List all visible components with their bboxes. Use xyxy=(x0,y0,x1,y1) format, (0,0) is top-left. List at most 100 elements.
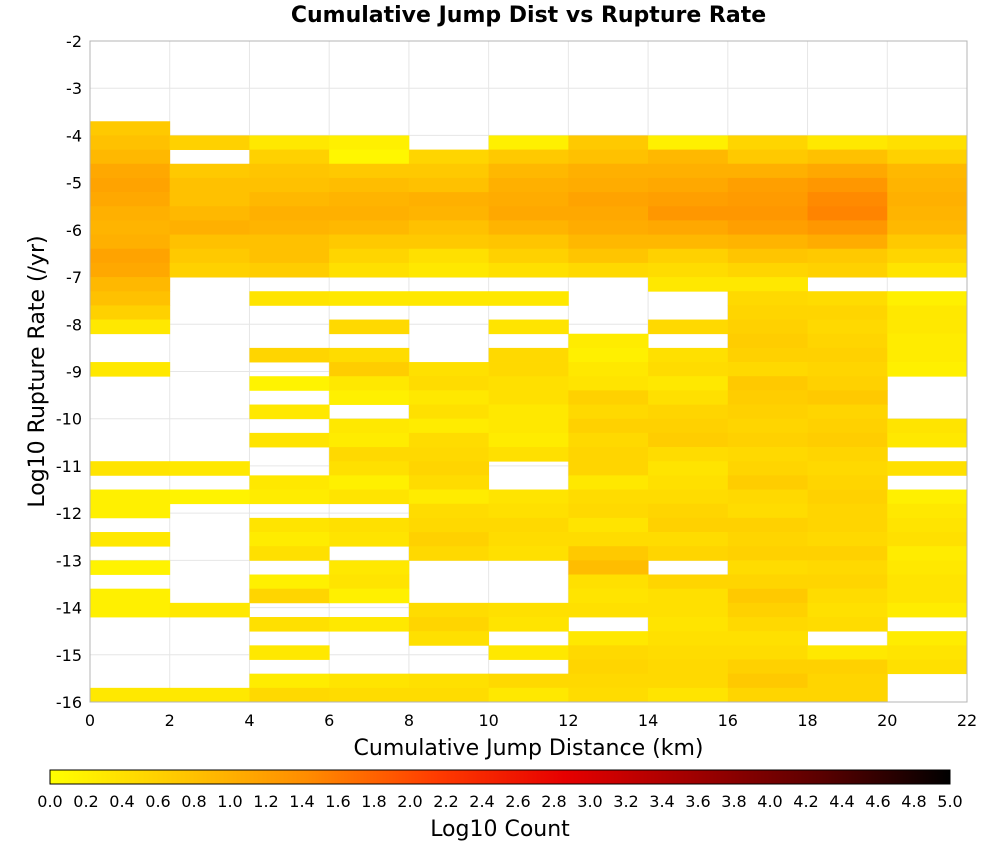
colorbar-tick-label: 2.2 xyxy=(433,792,458,811)
heatmap-cell xyxy=(329,149,410,165)
colorbar-tick-label: 0.0 xyxy=(37,792,62,811)
heatmap-cell xyxy=(807,135,888,150)
heatmap-cell xyxy=(169,687,250,703)
heatmap-cell xyxy=(727,376,808,391)
heatmap-cell xyxy=(249,489,330,505)
heatmap-cell xyxy=(408,234,490,250)
heatmap-cell xyxy=(807,645,888,660)
heatmap-cell xyxy=(648,461,729,476)
heatmap-cell xyxy=(329,673,410,689)
heatmap-cell xyxy=(568,220,649,235)
colorbar-tick-label: 1.6 xyxy=(325,792,350,811)
colorbar-tick-label: 3.4 xyxy=(649,792,674,811)
heatmap-cell xyxy=(727,532,808,547)
heatmap-cell xyxy=(648,517,729,533)
heatmap-cell xyxy=(488,347,569,363)
heatmap-cell xyxy=(648,546,729,561)
heatmap-cell xyxy=(727,262,808,278)
heatmap-cell xyxy=(807,588,888,604)
x-tick-label: 18 xyxy=(797,711,817,730)
heatmap-cell xyxy=(887,234,968,250)
colorbar-tick-label: 2.8 xyxy=(541,792,566,811)
heatmap-cell xyxy=(648,617,729,632)
heatmap-cell xyxy=(408,262,490,278)
heatmap-cell xyxy=(488,617,569,632)
heatmap-cell xyxy=(807,319,888,335)
heatmap-cell xyxy=(488,234,569,250)
colorbar-tick-label: 5.0 xyxy=(937,792,962,811)
heatmap-cell xyxy=(648,588,729,604)
heatmap-cell xyxy=(887,432,968,448)
heatmap-cell xyxy=(887,517,968,533)
heatmap-cell xyxy=(329,588,410,604)
heatmap-cell xyxy=(807,475,888,490)
heatmap-cell xyxy=(169,262,250,278)
heatmap-cell xyxy=(329,234,410,250)
heatmap-cell xyxy=(249,546,330,561)
heatmap-cell xyxy=(90,135,171,150)
y-tick-label: -2 xyxy=(66,32,82,51)
heatmap-cell xyxy=(90,121,171,136)
heatmap-cell xyxy=(169,234,250,250)
heatmap-cell xyxy=(249,291,330,306)
heatmap-cell xyxy=(568,404,649,420)
heatmap-cell xyxy=(488,291,569,306)
x-tick-label: 10 xyxy=(478,711,498,730)
heatmap-cell xyxy=(408,461,490,476)
heatmap-cell xyxy=(807,617,888,632)
heatmap-cell xyxy=(648,390,729,405)
heatmap-cell xyxy=(568,262,649,278)
heatmap-cell xyxy=(887,149,968,165)
x-tick-label: 22 xyxy=(957,711,977,730)
heatmap-cell xyxy=(408,291,490,306)
heatmap-cell xyxy=(329,177,410,193)
heatmap-cell xyxy=(90,503,171,519)
heatmap-cell xyxy=(90,305,171,320)
x-tick-label: 6 xyxy=(324,711,334,730)
heatmap-cell xyxy=(568,432,649,448)
heatmap-cell xyxy=(568,362,649,377)
heatmap-cell xyxy=(408,432,490,448)
heatmap-cell xyxy=(169,220,250,235)
heatmap-cell xyxy=(249,206,330,221)
x-axis-ticks: 0 2 4 6 8 10 12 14 16 18 20 22 xyxy=(85,711,977,730)
heatmap-cell xyxy=(807,177,888,193)
heatmap-cell xyxy=(488,149,569,165)
heatmap-cell xyxy=(408,177,490,193)
heatmap-cell xyxy=(887,362,968,377)
heatmap-cell xyxy=(727,645,808,660)
heatmap-cell xyxy=(727,248,808,264)
heatmap-cell xyxy=(488,489,569,505)
heatmap-cell xyxy=(408,546,490,561)
heatmap-cell xyxy=(807,206,888,221)
heatmap-cell xyxy=(169,489,250,505)
heatmap-cell xyxy=(648,262,729,278)
heatmap-cell xyxy=(329,475,410,490)
heatmap-cell xyxy=(648,319,729,335)
x-tick-label: 16 xyxy=(718,711,738,730)
heatmap-cell xyxy=(408,418,490,434)
x-tick-label: 0 xyxy=(85,711,95,730)
heatmap-cell xyxy=(329,319,410,335)
heatmap-cell xyxy=(568,192,649,207)
heatmap-cell xyxy=(90,291,171,306)
heatmap-cell xyxy=(648,602,729,618)
heatmap-cell xyxy=(90,220,171,235)
heatmap-cell xyxy=(488,517,569,533)
heatmap-cell xyxy=(648,404,729,420)
heatmap-cell xyxy=(887,546,968,561)
heatmap-cell xyxy=(648,418,729,434)
heatmap-cell xyxy=(887,220,968,235)
heatmap-cell xyxy=(727,291,808,306)
heatmap-cell xyxy=(488,418,569,434)
heatmap-cell xyxy=(648,135,729,150)
heatmap-cell xyxy=(807,362,888,377)
heatmap-cell xyxy=(488,192,569,207)
colorbar-tick-label: 0.2 xyxy=(73,792,98,811)
heatmap-cell xyxy=(408,390,490,405)
heatmap-cell xyxy=(568,602,649,618)
heatmap-cell xyxy=(727,617,808,632)
heatmap-cell xyxy=(887,631,968,646)
heatmap-cell xyxy=(249,517,330,533)
heatmap-cell xyxy=(648,192,729,207)
